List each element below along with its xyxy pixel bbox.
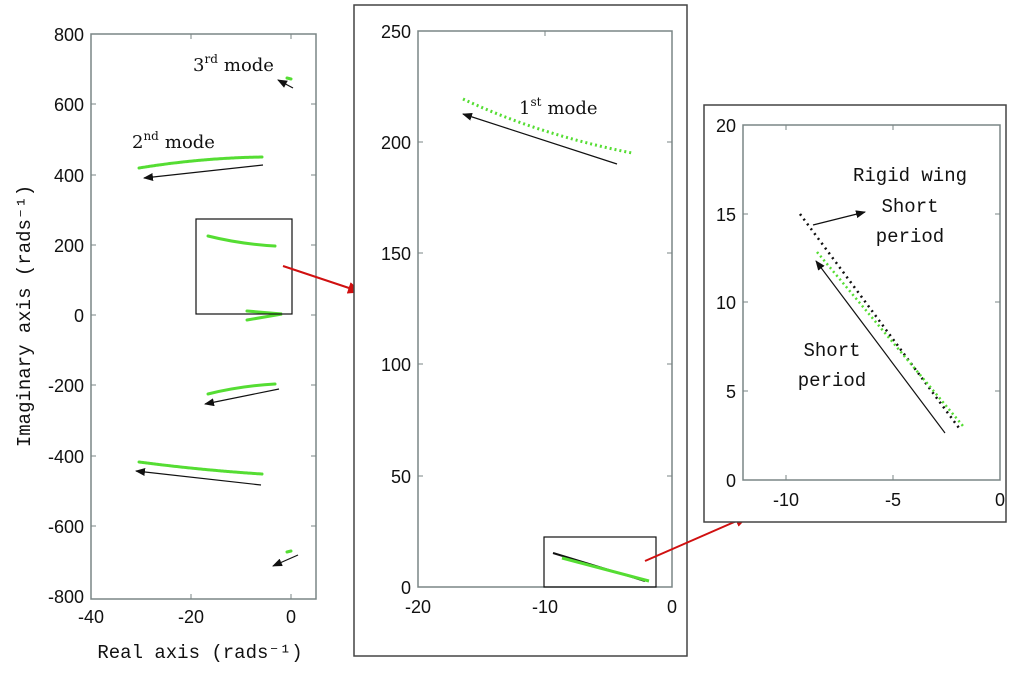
svg-text:0: 0 (995, 490, 1005, 510)
middle-short-period-locus (561, 556, 650, 583)
svg-text:0: 0 (74, 306, 84, 326)
svg-text:-20: -20 (405, 597, 431, 617)
svg-text:200: 200 (381, 133, 411, 153)
svg-text:0: 0 (286, 607, 296, 627)
svg-text:-10: -10 (532, 597, 558, 617)
svg-text:-40: -40 (78, 607, 104, 627)
middle-y-tick-labels: 250 200 150 100 50 0 (381, 22, 411, 598)
left-x-tick-labels: -40 -20 0 (78, 607, 296, 627)
zoom-connector-arrow-1 (282, 265, 362, 294)
svg-text:-400: -400 (48, 447, 84, 467)
right-zoom-plot: 20 15 10 5 0 -10 -5 0 Rigid wing Short p… (703, 104, 1007, 523)
middle-1st-mode-locus (462, 97, 633, 155)
svg-text:250: 250 (381, 22, 411, 42)
left-direction-arrows (135, 79, 299, 567)
right-y-tick-labels: 20 15 10 5 0 (716, 116, 736, 491)
label-3rd-mode: 3rd mode (193, 52, 274, 76)
right-rigid-wing-arrow (812, 210, 866, 226)
svg-text:0: 0 (726, 471, 736, 491)
left-zoom-box (195, 218, 293, 315)
svg-text:10: 10 (716, 293, 736, 313)
svg-text:5: 5 (726, 382, 736, 402)
label-1st-mode: 1st mode (519, 95, 598, 119)
svg-text:-600: -600 (48, 517, 84, 537)
svg-text:15: 15 (716, 205, 736, 225)
svg-text:-20: -20 (178, 607, 204, 627)
right-short-period-arrow (815, 260, 946, 434)
svg-text:50: 50 (391, 467, 411, 487)
label-rigid-wing-short-period: Rigid wing Short period (853, 165, 967, 248)
svg-text:400: 400 (54, 166, 84, 186)
label-2nd-mode: 2nd mode (132, 129, 215, 153)
middle-zoom-box (543, 536, 657, 588)
svg-text:Short: Short (881, 196, 938, 218)
label-short-period: Short period (798, 340, 866, 392)
left-x-axis-label: Real axis (rads⁻¹) (97, 642, 302, 664)
right-rigid-wing-locus (798, 213, 961, 429)
left-axes-frame (90, 33, 317, 600)
left-root-locus-plot: 800 600 400 200 0 -200 -400 -600 -800 -4… (14, 25, 317, 664)
svg-text:100: 100 (381, 355, 411, 375)
svg-text:-5: -5 (885, 490, 901, 510)
svg-text:-10: -10 (773, 490, 799, 510)
svg-text:20: 20 (716, 116, 736, 136)
svg-text:0: 0 (401, 578, 411, 598)
svg-text:800: 800 (54, 25, 84, 45)
svg-text:-200: -200 (48, 376, 84, 396)
zoom-connector-arrow-2 (644, 515, 749, 562)
svg-text:150: 150 (381, 244, 411, 264)
svg-text:0: 0 (667, 597, 677, 617)
right-x-tick-labels: -10 -5 0 (773, 490, 1005, 510)
middle-panel-border (353, 4, 688, 657)
svg-text:period: period (798, 370, 866, 392)
middle-1st-mode-arrow (462, 112, 618, 165)
svg-text:-800: -800 (48, 587, 84, 607)
svg-text:Short: Short (803, 340, 860, 362)
middle-x-tick-labels: -20 -10 0 (405, 597, 677, 617)
left-y-axis-label: Imaginary axis (rads⁻¹) (14, 185, 36, 447)
svg-text:period: period (876, 226, 944, 248)
left-locus-curves (137, 76, 293, 554)
svg-text:Rigid wing: Rigid wing (853, 165, 967, 187)
middle-zoom-plot: 250 200 150 100 50 0 -20 -10 0 1st mode (353, 4, 688, 657)
left-y-tick-labels: 800 600 400 200 0 -200 -400 -600 -800 (48, 25, 84, 607)
svg-text:200: 200 (54, 236, 84, 256)
svg-text:600: 600 (54, 95, 84, 115)
